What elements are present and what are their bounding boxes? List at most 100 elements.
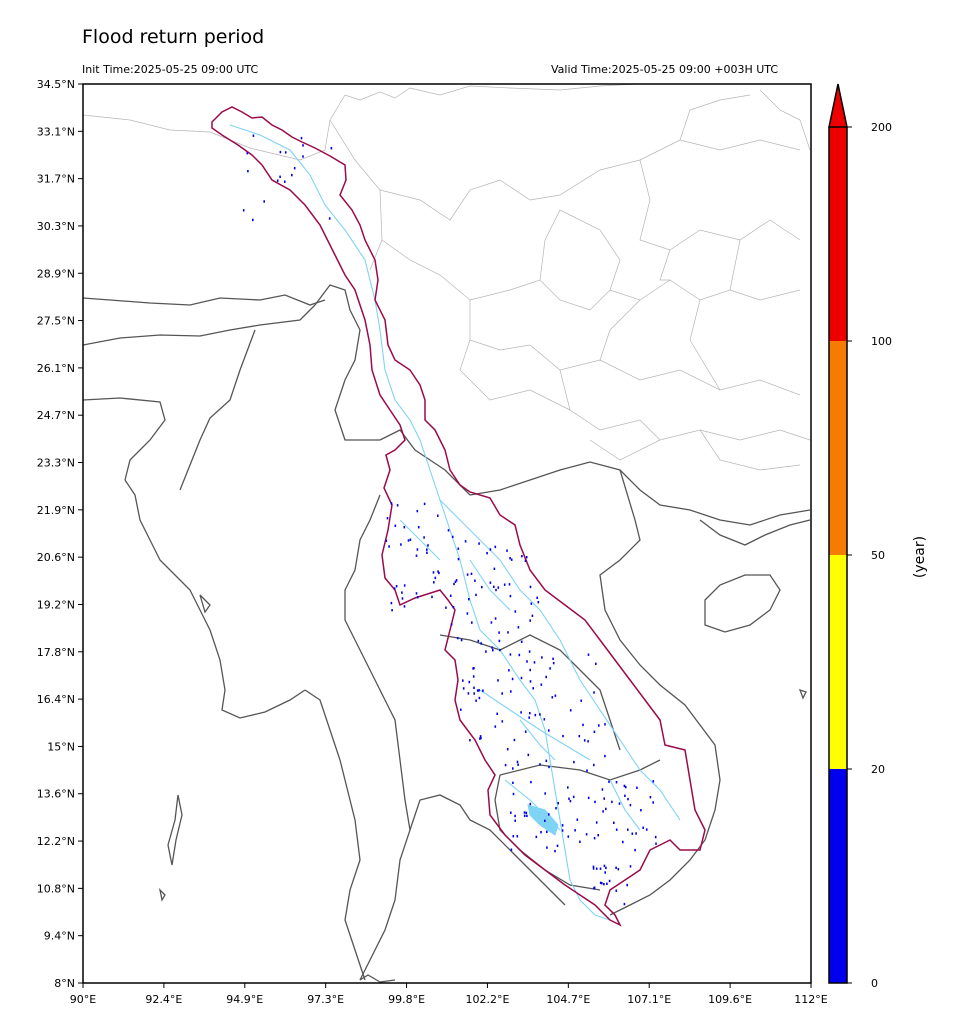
map-content [83, 84, 811, 983]
flood-point [623, 902, 626, 906]
flood-point [475, 699, 477, 702]
flood-point [466, 573, 469, 576]
flood-point [388, 545, 390, 548]
flood-point [492, 649, 494, 652]
colorbar-bin [829, 341, 847, 555]
flood-point [587, 740, 589, 743]
flood-point [549, 667, 551, 670]
map-title: Flood return period [82, 26, 265, 48]
flood-point [539, 763, 541, 766]
flood-point [642, 826, 644, 829]
flood-point [598, 724, 600, 727]
flood-point [486, 552, 488, 555]
flood-point [572, 795, 575, 799]
flood-point [576, 818, 579, 821]
flood-point [578, 734, 581, 738]
flood-point [490, 621, 493, 624]
flood-point [416, 509, 419, 513]
flood-point [509, 594, 512, 598]
flood-point [521, 555, 523, 558]
flood-point [470, 572, 473, 575]
flood-point [529, 802, 532, 806]
flood-point [569, 709, 572, 712]
flood-point [497, 586, 500, 589]
flood-point [432, 571, 435, 574]
flood-point [512, 792, 515, 796]
flood-point [511, 677, 514, 681]
flood-point [252, 218, 254, 222]
flood-point [409, 538, 412, 541]
flood-point [493, 567, 496, 570]
flood-point [437, 514, 439, 517]
flood-point [554, 849, 556, 853]
colorbar-extend-arrow [828, 83, 848, 128]
flood-point [568, 797, 570, 800]
flood-point [495, 588, 497, 592]
colorbar-tick-label: 50 [871, 549, 885, 562]
flood-point [263, 200, 265, 203]
flood-point [605, 866, 607, 870]
flood-point [433, 581, 435, 584]
flood-point [552, 657, 554, 660]
flood-point [252, 134, 255, 137]
flood-point [437, 570, 439, 573]
flood-point [603, 864, 606, 868]
flood-point [520, 711, 522, 714]
colorbar-tick-label: 100 [871, 335, 892, 348]
flood-point [544, 792, 546, 795]
flood-point [655, 842, 657, 845]
lon-tick-label: 94.9°E [226, 993, 263, 1006]
flood-point [462, 679, 464, 682]
flood-point [516, 835, 519, 838]
flood-point [479, 735, 482, 738]
flood-point [552, 661, 555, 665]
flood-point [291, 173, 293, 177]
flood-point [403, 605, 406, 608]
flood-point [330, 147, 333, 150]
flood-point [455, 579, 458, 582]
flood-point [602, 810, 604, 813]
flood-point [503, 583, 506, 586]
flood-point [426, 551, 428, 554]
flood-point [501, 720, 504, 723]
flood-point [478, 696, 481, 700]
latitude-axis: 34.5°N 33.1°N 31.7°N 30.3°N 28.9°N 27.5°N 26.1… [37, 78, 83, 990]
flood-point [548, 813, 550, 816]
flood-point [523, 811, 526, 814]
flood-point [592, 867, 595, 870]
flood-point [546, 846, 548, 849]
flood-point [514, 819, 516, 822]
flood-point [652, 801, 654, 804]
flood-point [548, 765, 550, 769]
flood-point [595, 821, 598, 824]
tonle-sap-lake [527, 804, 559, 836]
lat-tick-label: 16.4°N [37, 693, 75, 706]
flood-point [510, 690, 512, 693]
flood-point [386, 517, 389, 520]
flood-point [545, 759, 548, 762]
flood-point [604, 871, 606, 874]
flood-point [579, 840, 581, 843]
flood-point [403, 584, 406, 587]
flood-point [530, 780, 532, 784]
flood-point [531, 614, 534, 617]
flood-point [480, 736, 482, 740]
flood-point [525, 811, 528, 815]
flood-point [640, 809, 642, 812]
colorbar: 0 20 50 100 200 [828, 83, 892, 990]
flood-point [481, 585, 483, 589]
flood-point [527, 753, 530, 757]
flood-point [593, 691, 595, 694]
flood-point [468, 680, 471, 684]
flood-point [396, 504, 399, 507]
lon-tick-label: 107.1°E [627, 993, 671, 1006]
flood-point [525, 556, 528, 559]
flood-point [652, 780, 655, 783]
flood-point [530, 602, 533, 605]
flood-point [390, 502, 393, 505]
lat-tick-label: 24.7°N [37, 409, 75, 422]
flood-point [466, 612, 469, 615]
colorbar-bin [829, 769, 847, 983]
flood-point [464, 540, 467, 543]
flood-point [489, 581, 492, 584]
